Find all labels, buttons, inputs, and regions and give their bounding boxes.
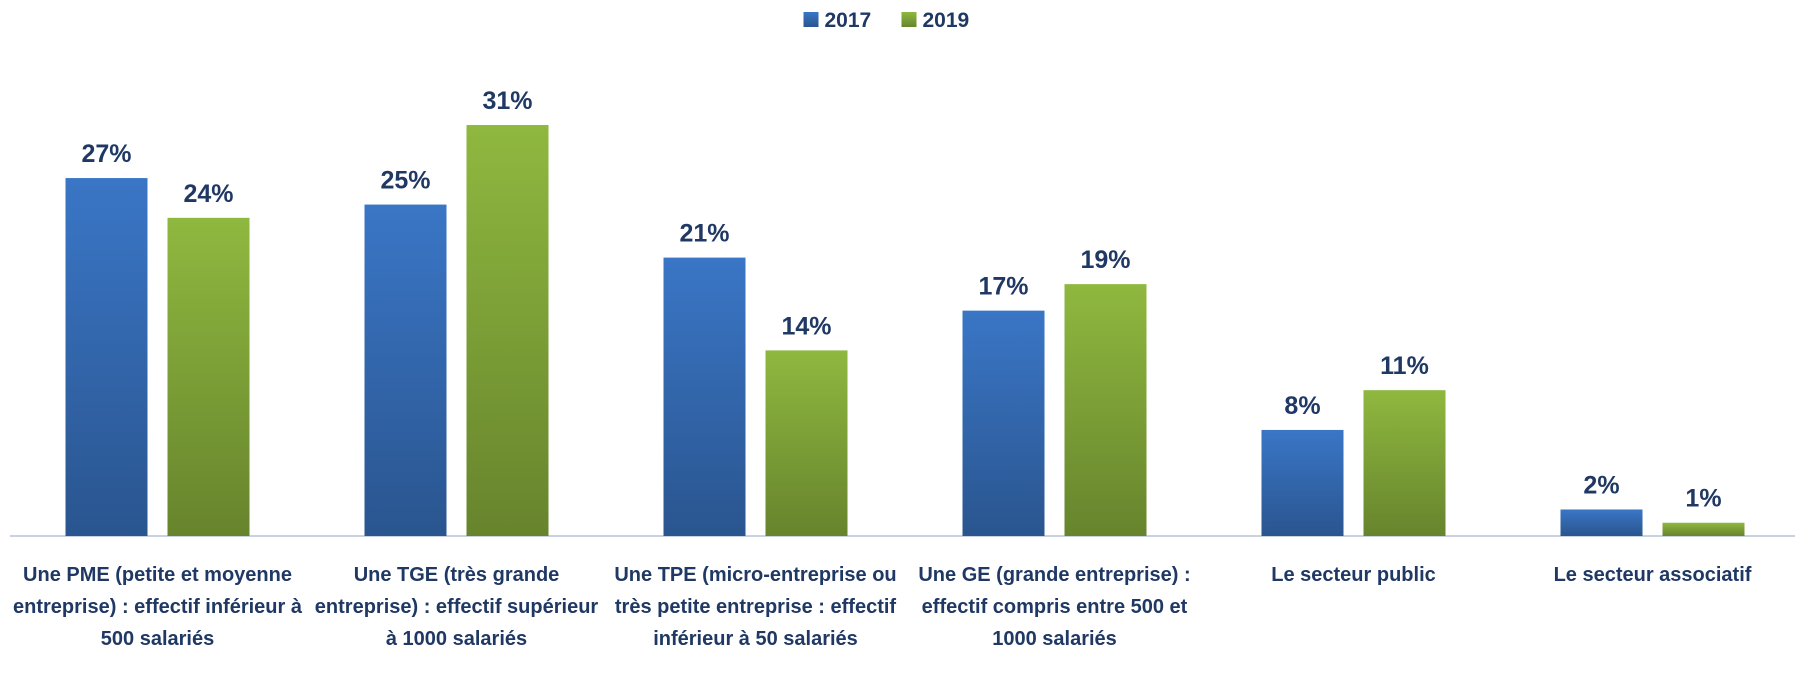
bar: [1560, 509, 1643, 536]
label-line: effectif compris entre 500 et: [922, 596, 1188, 618]
bar: [962, 310, 1045, 536]
data-label: 24%: [183, 180, 233, 208]
x-tick-label: Le secteur public: [1271, 564, 1436, 586]
label-line: à 1000 salariés: [386, 628, 527, 650]
bar: [663, 257, 746, 536]
label-line: inférieur à 50 salariés: [653, 628, 858, 650]
data-label: 2%: [1583, 471, 1619, 499]
legend-label: 2017: [825, 9, 872, 32]
legend-label: 2019: [923, 9, 970, 32]
data-label: 27%: [81, 140, 131, 168]
data-label: 19%: [1080, 246, 1130, 274]
bar: [1363, 390, 1446, 536]
label-line: entreprise) : effectif inférieur à: [13, 596, 303, 618]
label-line: 1000 salariés: [992, 628, 1117, 650]
label-line: Le secteur public: [1271, 564, 1436, 586]
data-label: 31%: [482, 87, 532, 115]
x-tick-label: Une TPE (micro-entreprise ou très petite …: [614, 564, 896, 650]
bar: [1261, 429, 1344, 536]
legend-swatch: [901, 12, 917, 27]
bar: [466, 125, 549, 537]
bar: [167, 217, 250, 537]
x-tick-label: Une GE (grande entreprise) : effectif com…: [918, 564, 1190, 650]
bar: [1064, 284, 1147, 536]
bar: [1662, 522, 1745, 536]
data-label: 25%: [380, 167, 430, 195]
data-label: 21%: [679, 220, 729, 248]
x-tick-label: Le secteur associatif: [1554, 564, 1752, 586]
label-line: entreprise) : effectif supérieur: [315, 596, 599, 618]
label-line: Une TGE (très grande: [354, 564, 560, 586]
data-label: 8%: [1284, 392, 1320, 420]
label-line: Une TPE (micro-entreprise ou: [614, 564, 896, 586]
x-tick-label: Une PME (petite et moyenne entreprise) : …: [13, 564, 303, 650]
label-line: très petite entreprise : effectif: [615, 596, 897, 618]
x-tick-label: Une TGE (très grande entreprise) : effect…: [315, 564, 599, 650]
data-label: 17%: [978, 273, 1028, 301]
bar: [65, 178, 148, 537]
data-label: 14%: [781, 312, 831, 340]
label-line: Une PME (petite et moyenne: [23, 564, 292, 586]
label-line: 500 salariés: [101, 628, 214, 650]
legend-swatch: [803, 12, 819, 27]
label-line: Une GE (grande entreprise) :: [918, 564, 1190, 586]
bar: [765, 350, 848, 536]
data-label: 1%: [1685, 485, 1721, 513]
data-label: 11%: [1380, 352, 1429, 380]
label-line: Le secteur associatif: [1554, 564, 1752, 586]
bar: [364, 204, 447, 537]
